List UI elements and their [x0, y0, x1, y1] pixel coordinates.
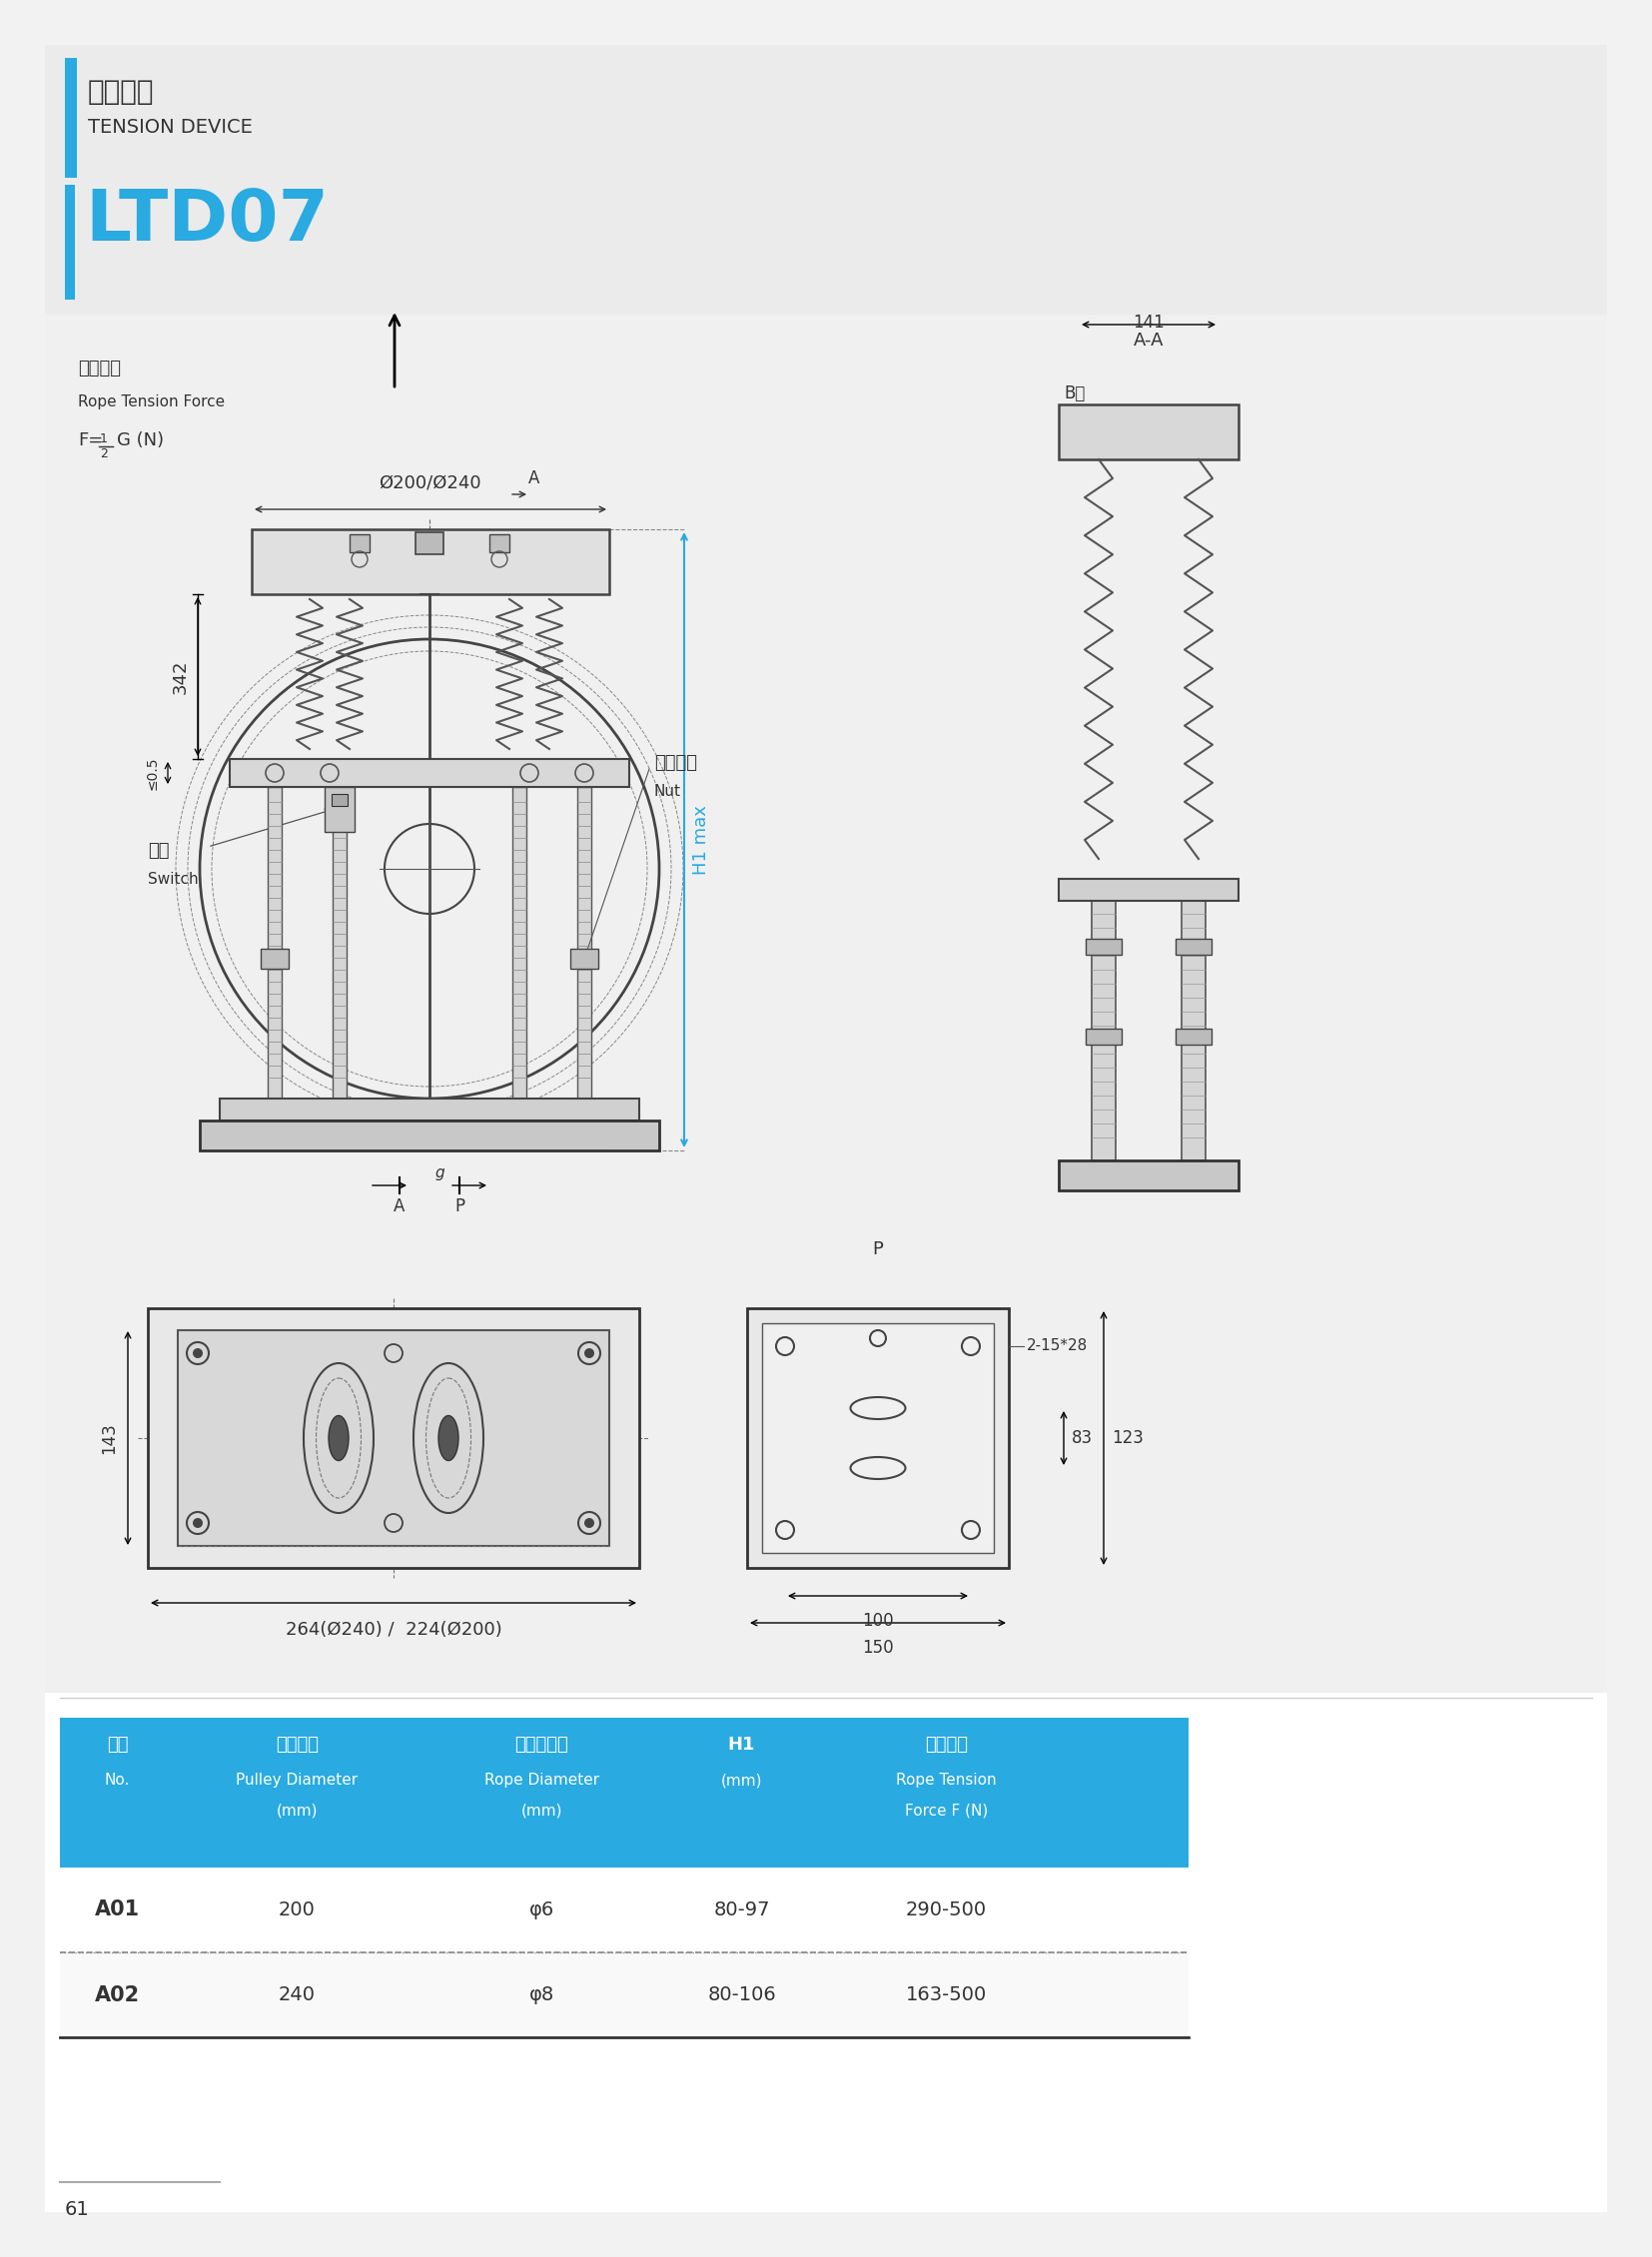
Bar: [332, 794, 347, 806]
Bar: [59, 1952, 1188, 2038]
Text: P: P: [454, 1198, 464, 1214]
Text: 开关: 开关: [147, 842, 169, 860]
Text: 绳张紧力: 绳张紧力: [925, 1736, 968, 1754]
Bar: [1092, 901, 1115, 1160]
Text: 342: 342: [172, 659, 190, 693]
Circle shape: [193, 1347, 203, 1359]
Bar: [512, 788, 527, 1099]
Text: 80-106: 80-106: [707, 1986, 776, 2004]
Ellipse shape: [329, 1415, 349, 1460]
Text: A-A: A-A: [1133, 332, 1165, 350]
Text: 143: 143: [99, 1422, 117, 1454]
Text: 钉丝绳直径: 钉丝绳直径: [515, 1736, 568, 1754]
Text: A01: A01: [94, 1900, 140, 1921]
Text: 2-15*28: 2-15*28: [1028, 1338, 1089, 1354]
Text: G (N): G (N): [117, 431, 164, 449]
Bar: [64, 59, 78, 178]
Bar: [416, 533, 443, 555]
Text: A02: A02: [94, 1984, 140, 2004]
Bar: [268, 788, 281, 1099]
Bar: [64, 185, 74, 300]
Text: F=: F=: [78, 431, 102, 449]
Text: A: A: [529, 469, 540, 488]
Text: φ6: φ6: [529, 1900, 555, 1918]
Bar: [59, 1867, 1188, 1952]
Text: 200: 200: [279, 1900, 316, 1918]
Text: TENSION DEVICE: TENSION DEVICE: [88, 117, 253, 138]
Text: No.: No.: [104, 1772, 131, 1788]
Text: 290-500: 290-500: [905, 1900, 986, 1918]
Text: H1: H1: [729, 1736, 755, 1754]
Text: 163-500: 163-500: [905, 1986, 986, 2004]
Text: 调整螺母: 调整螺母: [654, 754, 697, 772]
Text: B向: B向: [1064, 384, 1085, 402]
Text: g: g: [434, 1165, 444, 1180]
Bar: [1059, 404, 1239, 460]
Text: 264(Ø240) /  224(Ø200): 264(Ø240) / 224(Ø200): [286, 1621, 502, 1639]
Bar: [1176, 1029, 1211, 1045]
Text: 张紧装置: 张紧装置: [88, 79, 154, 106]
Bar: [1181, 901, 1206, 1160]
Bar: [1085, 1029, 1122, 1045]
Text: LTD07: LTD07: [84, 187, 329, 255]
Bar: [45, 314, 1607, 1693]
Text: 绳轮直径: 绳轮直径: [276, 1736, 319, 1754]
Text: Nut: Nut: [654, 783, 681, 799]
Text: 150: 150: [862, 1639, 894, 1657]
Bar: [200, 1119, 659, 1151]
Bar: [59, 1718, 1188, 1867]
Text: ≤0.5: ≤0.5: [145, 756, 160, 790]
Text: 123: 123: [1112, 1429, 1143, 1447]
Text: 1: 1: [99, 433, 107, 445]
Bar: [1085, 939, 1122, 955]
Text: (mm): (mm): [276, 1803, 317, 1817]
Bar: [230, 758, 629, 788]
Bar: [489, 535, 509, 553]
Circle shape: [193, 1519, 203, 1528]
Bar: [1176, 939, 1211, 955]
Ellipse shape: [438, 1415, 459, 1460]
Bar: [747, 1309, 1009, 1569]
Text: 240: 240: [279, 1986, 316, 2004]
Bar: [147, 1309, 639, 1569]
Text: P: P: [872, 1241, 884, 1259]
Bar: [324, 788, 355, 833]
Bar: [178, 1329, 610, 1546]
Text: Switch: Switch: [147, 871, 198, 887]
Circle shape: [585, 1347, 595, 1359]
Text: 100: 100: [862, 1611, 894, 1630]
Bar: [350, 535, 370, 553]
Bar: [332, 788, 347, 1099]
Text: Ø200/Ø240: Ø200/Ø240: [378, 474, 481, 492]
Text: H1 max: H1 max: [692, 806, 710, 876]
Text: (mm): (mm): [720, 1772, 762, 1788]
Text: 83: 83: [1072, 1429, 1094, 1447]
Text: Rope Tension: Rope Tension: [895, 1772, 996, 1788]
Circle shape: [585, 1519, 595, 1528]
Text: 141: 141: [1133, 314, 1165, 332]
Bar: [261, 948, 289, 968]
Bar: [251, 530, 610, 594]
Bar: [220, 1099, 639, 1119]
Text: Pulley Diameter: Pulley Diameter: [236, 1772, 358, 1788]
Bar: [1059, 1160, 1239, 1189]
Bar: [570, 948, 598, 968]
Text: (mm): (mm): [520, 1803, 563, 1817]
Text: 序号: 序号: [107, 1736, 129, 1754]
Text: 80-97: 80-97: [714, 1900, 770, 1918]
Text: 绳张紧力: 绳张紧力: [78, 359, 121, 377]
Bar: [762, 1323, 995, 1553]
Text: Rope Tension Force: Rope Tension Force: [78, 395, 225, 409]
Bar: [45, 45, 1607, 314]
Text: A: A: [393, 1198, 405, 1214]
Bar: [577, 788, 591, 1099]
Text: Rope Diameter: Rope Diameter: [484, 1772, 600, 1788]
Text: φ8: φ8: [529, 1986, 555, 2004]
Bar: [1059, 878, 1239, 901]
Text: 61: 61: [64, 2201, 89, 2219]
Text: 2: 2: [99, 447, 107, 460]
Text: Force F (N): Force F (N): [905, 1803, 988, 1817]
